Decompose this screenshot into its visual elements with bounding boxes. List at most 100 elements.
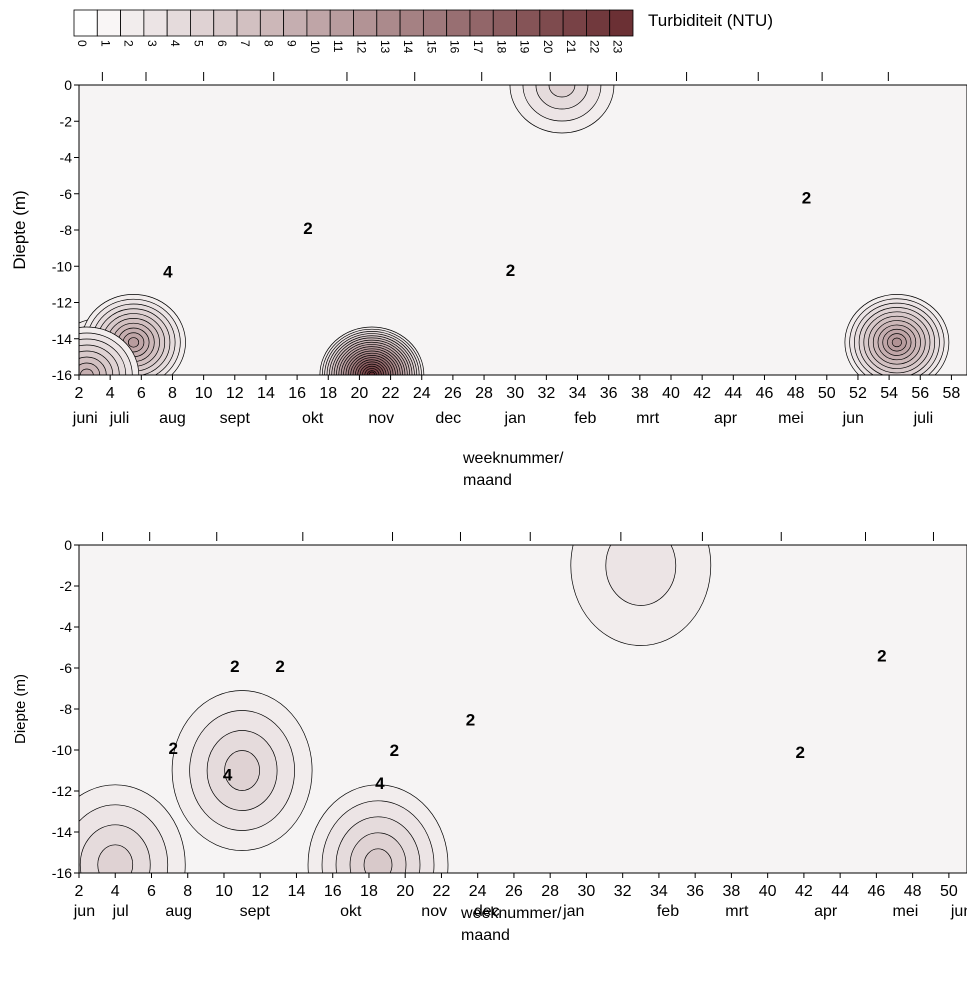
contour-label: 2 — [796, 743, 805, 762]
month-label: dec — [435, 410, 461, 427]
month-label: aug — [165, 903, 192, 920]
month-label: okt — [302, 410, 324, 427]
colorbar-tick-label: 12 — [355, 40, 369, 54]
x-tick-label: 38 — [631, 385, 649, 402]
colorbar-tick-label: 0 — [75, 40, 89, 47]
y-tick-label: -4 — [60, 150, 73, 166]
month-label: aug — [159, 410, 186, 427]
x-tick-label: 18 — [319, 385, 337, 402]
contour-fields — [79, 545, 712, 873]
x-tick-label: 26 — [444, 385, 462, 402]
x-axis-label: weeknummer/ — [462, 450, 564, 467]
x-tick-label: 36 — [600, 385, 618, 402]
x-tick-label: 4 — [106, 385, 115, 402]
colorbar-tick-label: 2 — [122, 40, 136, 47]
colorbar-swatch — [376, 9, 401, 37]
x-tick-label: 52 — [849, 385, 867, 402]
month-label: feb — [574, 410, 596, 427]
y-tick-label: -12 — [52, 783, 72, 799]
contour-band — [891, 337, 902, 348]
colorbar-swatch — [283, 9, 308, 37]
x-tick-label: 30 — [506, 385, 524, 402]
x-tick-label: 44 — [724, 385, 742, 402]
month-label: feb — [657, 903, 679, 920]
contour-label: 2 — [230, 657, 239, 676]
colorbar-tick-label: 4 — [168, 40, 182, 47]
x-tick-label: 12 — [251, 883, 269, 900]
x-tick-label: 28 — [475, 385, 493, 402]
month-label: sept — [240, 903, 271, 920]
contour-label: 2 — [390, 741, 399, 760]
x-tick-label: 8 — [168, 385, 177, 402]
x-tick-label: 48 — [787, 385, 805, 402]
colorbar-tick-label: 22 — [587, 40, 601, 54]
month-label: juli — [109, 410, 130, 427]
contour-band — [224, 750, 260, 791]
colorbar-tick-label: 18 — [494, 40, 508, 54]
x-tick-label: 14 — [257, 385, 275, 402]
colorbar-swatch — [329, 9, 354, 37]
colorbar-swatch — [469, 9, 494, 37]
month-label: jul — [112, 903, 129, 920]
colorbar-tick-label: 17 — [471, 40, 485, 54]
colorbar-tick-label: 1 — [98, 40, 112, 47]
x-tick-label: 56 — [911, 385, 929, 402]
contour-band — [548, 85, 576, 98]
x-tick-label: 10 — [195, 385, 213, 402]
colorbar-tick-label: 11 — [331, 40, 345, 53]
x-tick-label: 10 — [215, 883, 233, 900]
contour-fields — [79, 85, 950, 375]
x-tick-label: 22 — [433, 883, 451, 900]
x-tick-label: 26 — [505, 883, 523, 900]
x-tick-label: 16 — [324, 883, 342, 900]
x-axis-label: weeknummer/ — [460, 905, 562, 922]
month-label: sept — [220, 410, 251, 427]
month-label: apr — [814, 903, 838, 920]
colorbar-tick-label: 21 — [564, 40, 578, 54]
y-axis-label: Diepte (m) — [12, 674, 29, 744]
month-label: mei — [778, 410, 804, 427]
x-tick-label: 22 — [382, 385, 400, 402]
colorbar-tick-label: 7 — [238, 40, 252, 47]
month-label: nov — [368, 410, 394, 427]
colorbar-swatch — [236, 9, 261, 37]
colorbar-tick-label: 19 — [518, 40, 532, 54]
contour-band — [97, 844, 134, 873]
x-tick-label: 32 — [614, 883, 632, 900]
y-axis-label: Diepte (m) — [10, 190, 29, 269]
colorbar-tick-label: 16 — [448, 40, 462, 54]
colorbar-swatch — [190, 9, 215, 37]
x-tick-label: 34 — [650, 883, 668, 900]
colorbar-tick-label: 5 — [191, 40, 205, 47]
contour-label: 2 — [169, 739, 178, 758]
month-label: jan — [504, 410, 526, 427]
x-tick-label: 46 — [756, 385, 774, 402]
colorbar-label: Turbiditeit (NTU) — [648, 11, 773, 30]
x-tick-label: 46 — [867, 883, 885, 900]
colorbar-swatch — [306, 9, 331, 37]
colorbar-swatch — [422, 9, 448, 37]
x-tick-label: 42 — [693, 385, 711, 402]
contour-band — [127, 337, 140, 348]
colorbar-swatch — [446, 9, 471, 37]
x-tick-label: 2 — [75, 883, 84, 900]
contour-label: 4 — [375, 774, 385, 793]
x-tick-label: 12 — [226, 385, 244, 402]
x-tick-label: 40 — [759, 883, 777, 900]
y-tick-label: -14 — [52, 331, 72, 347]
y-tick-label: -6 — [60, 660, 73, 676]
colorbar-tick-label: 6 — [215, 40, 229, 47]
colorbar-swatch — [166, 9, 191, 37]
y-tick-label: -8 — [60, 222, 73, 238]
colorbar-tick-label: 14 — [401, 40, 415, 54]
x-tick-label: 28 — [541, 883, 559, 900]
x-tick-label: 8 — [183, 883, 192, 900]
x-tick-label: 6 — [137, 385, 146, 402]
colorbar-tick-label: 9 — [285, 40, 299, 47]
x-tick-label: 6 — [147, 883, 156, 900]
month-label: okt — [340, 903, 362, 920]
x-tick-label: 20 — [351, 385, 369, 402]
x-tick-label: 24 — [413, 385, 431, 402]
